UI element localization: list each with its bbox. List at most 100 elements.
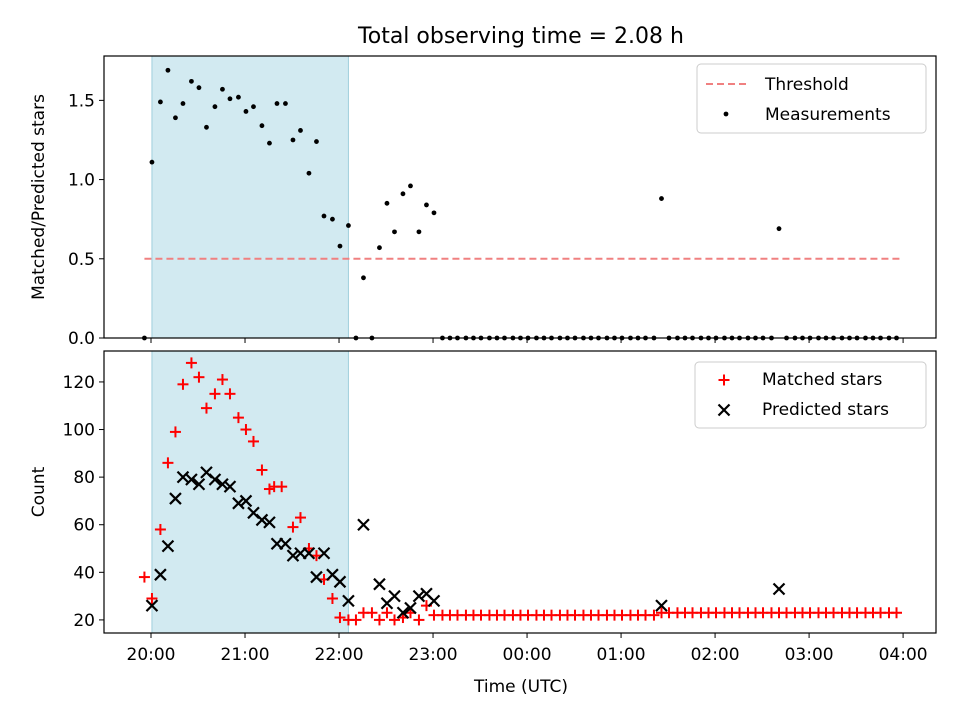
count-legend: Matched stars Predicted stars <box>694 361 927 429</box>
observing-window-shade <box>151 55 349 339</box>
count-legend-box <box>694 361 927 429</box>
ratio-axes-frame <box>103 55 937 339</box>
matched-star-point <box>350 614 362 626</box>
measurement-point <box>330 216 335 222</box>
count-marks <box>138 357 903 626</box>
matched-star-point <box>276 481 288 493</box>
x-axis-label: Time (UTC) <box>473 677 568 697</box>
x-tick-label: 04:00 <box>879 645 928 665</box>
measurement-point <box>204 124 209 130</box>
y-tick-label: 100 <box>63 421 95 441</box>
measurement-point <box>392 229 397 235</box>
y-tick-label: 120 <box>63 373 95 393</box>
legend-matched-swatch <box>718 374 730 386</box>
predicted-star-point <box>302 547 316 560</box>
matched-star-point <box>388 614 400 626</box>
measurement-point <box>149 159 155 165</box>
measurement-point <box>196 85 202 91</box>
matched-star-point <box>169 426 181 438</box>
predicted-star-point <box>161 539 175 553</box>
measurement-point <box>416 229 422 235</box>
matched-star-point <box>138 571 150 583</box>
measurement-point <box>220 86 225 92</box>
predicted-star-point <box>154 568 167 581</box>
matched-star-point <box>162 457 174 469</box>
ratio-y-ticks: 0.0 0.5 1.0 1.5 <box>68 91 104 349</box>
matched-star-point <box>334 612 346 624</box>
predicted-star-point <box>223 480 237 493</box>
count-y-axis-label: Count <box>29 466 49 517</box>
ratio-legend-box <box>696 63 927 134</box>
measurement-point <box>180 101 186 106</box>
predicted-star-point <box>145 599 159 612</box>
predicted-star-point <box>342 594 355 608</box>
count-panel: 20 40 60 80 100 120 20:00 21:00 22:00 23:00 00:00… <box>29 350 937 697</box>
measurement-point <box>346 223 351 228</box>
x-tick-label: 02:00 <box>691 645 740 665</box>
matched-star-point <box>413 614 425 626</box>
predicted-star-point <box>192 477 206 491</box>
predicted-star-point <box>412 589 426 603</box>
legend-measurements-label: Measurements <box>765 105 891 125</box>
legend-predicted-label: Predicted stars <box>762 400 889 420</box>
legend-measurements-swatch <box>723 111 729 117</box>
matched-star-point <box>209 388 221 400</box>
matched-star-point <box>294 512 306 524</box>
measurement-point <box>165 67 171 73</box>
measurement-point <box>158 99 163 105</box>
measurement-point <box>337 243 343 249</box>
predicted-star-point <box>239 494 253 508</box>
predicted-star-point <box>772 582 786 596</box>
predicted-star-point <box>655 599 668 612</box>
predicted-star-point <box>185 473 198 486</box>
count-x-ticks: 20:00 21:00 22:00 23:00 00:00 01:00 02:00 03:00… <box>127 633 928 665</box>
measurement-point <box>298 128 303 133</box>
observing-window-shade <box>151 350 349 634</box>
count-y-ticks: 20 40 60 80 100 120 <box>63 373 104 631</box>
y-tick-label: 40 <box>73 563 95 583</box>
predicted-star-point <box>232 497 245 510</box>
matched-star-point <box>326 592 338 604</box>
legend-predicted-marker <box>717 403 731 417</box>
predicted-star-point <box>208 473 222 486</box>
measurement-point <box>776 226 782 232</box>
predicted-star-point <box>279 537 292 551</box>
x-tick-label: 22:00 <box>315 645 364 665</box>
matched-star-point <box>177 378 189 390</box>
predicted-star-point <box>255 513 269 527</box>
predicted-star-point <box>427 594 441 608</box>
ratio-y-axis-label: Matched/Predicted stars <box>29 94 49 300</box>
y-tick-label: 1.0 <box>68 171 95 191</box>
legend-predicted-swatch <box>717 403 731 417</box>
measurement-point <box>361 275 366 281</box>
matched-star-point <box>287 521 299 533</box>
matched-star-point <box>366 607 378 619</box>
measurement-point <box>431 210 437 216</box>
measurement-point <box>236 94 241 100</box>
measurement-point <box>212 104 218 110</box>
y-tick-label: 1.5 <box>68 91 95 111</box>
predicted-star-point <box>373 577 386 591</box>
predicted-star-point <box>404 601 417 615</box>
predicted-star-point <box>357 518 370 531</box>
measurement-point <box>259 123 265 129</box>
predicted-star-point <box>310 570 323 584</box>
measurement-point <box>377 245 382 251</box>
matched-star-point <box>247 435 259 447</box>
legend-matched-label: Matched stars <box>762 370 882 390</box>
matched-star-point <box>185 357 197 369</box>
predicted-star-point <box>286 549 300 562</box>
matched-star-point <box>256 464 268 476</box>
matched-star-point <box>891 607 903 619</box>
x-tick-label: 00:00 <box>503 645 552 665</box>
measurement-point <box>384 200 390 206</box>
measurement-point <box>400 191 406 197</box>
x-tick-label: 03:00 <box>785 645 834 665</box>
y-tick-label: 0.5 <box>68 250 95 270</box>
matched-star-point <box>154 523 166 535</box>
predicted-star-point <box>169 492 182 505</box>
matched-star-point <box>373 614 385 626</box>
measurement-point <box>290 137 296 143</box>
measurement-point <box>243 109 249 114</box>
